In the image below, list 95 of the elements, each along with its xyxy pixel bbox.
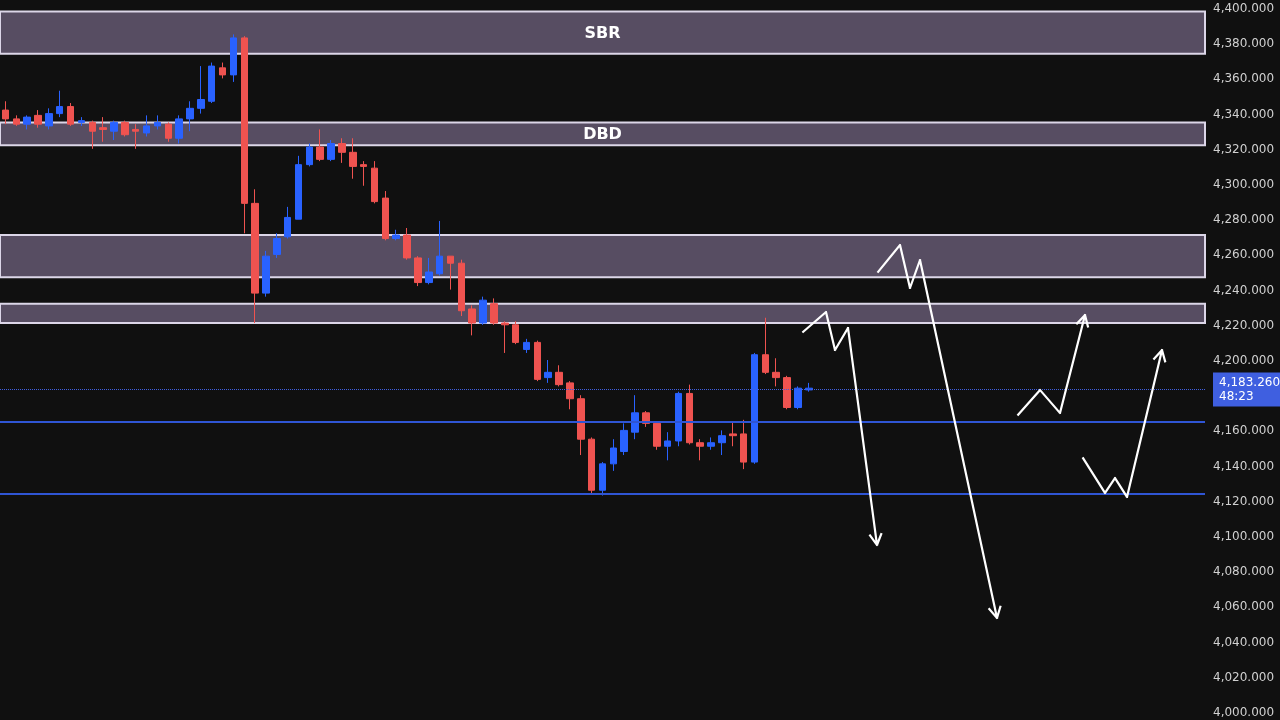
candlestick [740,419,747,470]
y-tick-label: 4,400.000 [1213,1,1275,15]
ref-line-label: 4,183.260 48:23 [1219,375,1280,404]
candlestick [360,160,367,187]
y-tick-label: 4,120.000 [1213,493,1275,508]
band-label: SBR [584,23,621,43]
y-tick-label: 4,140.000 [1213,458,1275,473]
candlestick [458,259,465,317]
candlestick [295,155,302,220]
candlestick [501,320,509,354]
candlestick [175,114,183,145]
candlestick [414,255,422,287]
candlestick [273,232,281,259]
candlestick [327,139,335,162]
candlestick [316,128,324,162]
y-tick-label: 4,020.000 [1213,669,1275,684]
candlestick [56,90,63,118]
band-label: DBD [583,124,622,144]
candlestick [436,220,443,277]
candlestick [45,107,53,130]
candlestick [371,160,378,204]
y-tick-label: 4,160.000 [1213,423,1275,438]
candlestick [186,100,194,132]
candlestick [13,114,20,127]
candlestick [67,102,74,127]
candlestick [23,114,31,130]
candlestick [729,421,737,447]
candlestick [262,250,270,298]
candlestick [34,109,42,129]
candlestick [479,296,487,326]
candlestick [783,375,791,410]
y-tick-label: 4,300.000 [1213,177,1275,191]
candlestick [772,357,780,387]
candlestick [610,438,617,472]
candlestick [219,62,226,79]
candlestick [555,364,563,387]
candlestick [338,137,346,164]
y-tick-label: 4,320.000 [1213,141,1275,156]
candlestick [490,297,498,326]
candlestick [523,338,530,354]
candlestick [664,431,671,461]
y-tick-label: 4,100.000 [1213,529,1275,543]
candlestick [89,120,96,150]
candlestick [197,65,205,115]
candlestick [99,116,107,143]
candlestick [241,35,248,234]
candlestick [544,359,552,384]
candlestick [653,421,661,451]
candlestick [696,438,704,461]
y-tick-label: 4,240.000 [1213,282,1275,297]
candlestick [686,384,693,445]
y-tick-label: 4,000.000 [1213,705,1275,719]
y-tick-label: 4,280.000 [1213,212,1275,227]
y-tick-label: 4,260.000 [1213,247,1275,262]
candlestick [110,120,118,141]
candlestick [284,206,291,240]
candlestick [620,422,628,456]
candlestick [143,114,150,137]
y-tick-label: 4,360.000 [1213,71,1275,86]
candlestick [230,33,237,83]
y-tick-label: 4,060.000 [1213,599,1275,614]
candlestick [512,320,519,345]
y-tick-label: 4,080.000 [1213,564,1275,579]
candlestick [577,394,585,456]
candlestick [165,121,172,143]
candlestick [468,304,476,336]
candlestick [306,143,313,167]
candlestick [382,190,389,241]
y-tick-label: 4,220.000 [1213,317,1275,332]
candlestick [121,120,129,137]
y-tick-label: 4,200.000 [1213,353,1275,367]
candlestick [251,188,259,324]
candlestick [534,340,541,382]
candlestick [566,380,574,410]
candlestick [2,100,9,125]
candlestick [132,123,139,150]
y-tick-label: 4,380.000 [1213,36,1275,51]
candlestick [588,436,595,495]
candlestick [392,229,400,241]
candlestick [78,116,85,127]
candlestick [707,436,715,451]
candlestick [762,317,769,375]
candlestick [794,385,802,410]
candlestick [349,137,357,180]
candlestick [447,255,454,291]
candlestick [154,114,161,130]
y-tick-label: 4,340.000 [1213,106,1275,121]
y-tick-label: 4,040.000 [1213,634,1275,649]
candlestick [718,429,726,456]
candlestick [403,227,411,261]
candlestick [751,352,758,465]
candlestick [675,391,682,447]
candlestick [208,62,215,104]
candlestick [599,461,606,497]
candlestick [425,257,433,285]
